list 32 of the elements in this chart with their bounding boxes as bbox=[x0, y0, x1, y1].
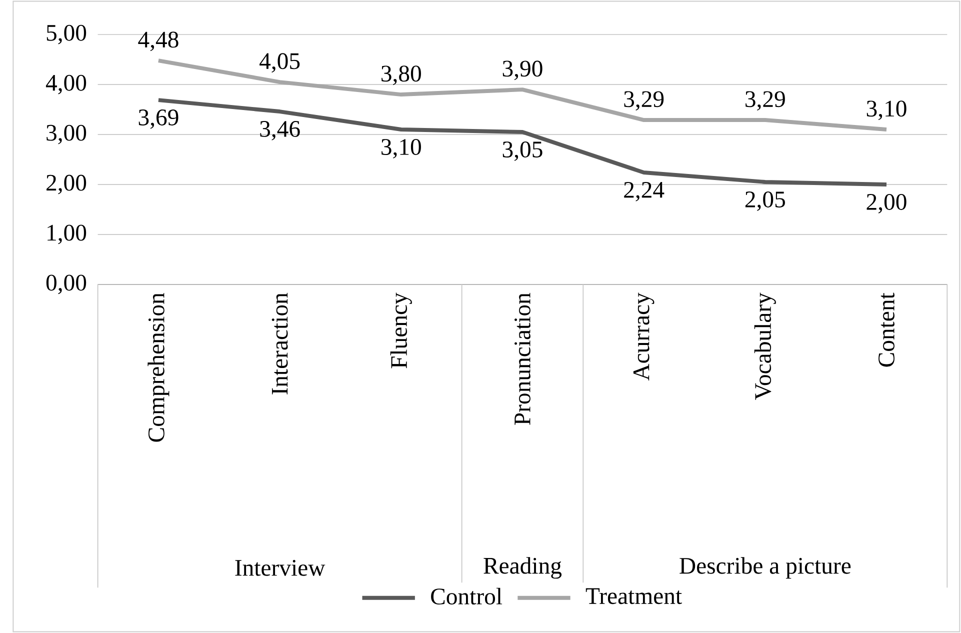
x-tick-label: Interaction bbox=[272, 292, 288, 394]
data-label: 3,69 bbox=[138, 109, 178, 129]
text: Describe a picture bbox=[680, 557, 851, 579]
x-tick-label: Pronunciation bbox=[514, 292, 530, 425]
x-tick-label: Comprehension bbox=[148, 292, 170, 442]
data-label: 3,90 bbox=[502, 60, 542, 80]
y-tick-label: 2,00 bbox=[46, 174, 86, 194]
x-tick-label: Fluency bbox=[390, 292, 412, 368]
data-label: 4,05 bbox=[260, 53, 300, 73]
legend-label: Control bbox=[431, 588, 502, 604]
data-label: 3,29 bbox=[624, 91, 664, 111]
data-label: 2,00 bbox=[866, 194, 906, 214]
data-label: 3,46 bbox=[260, 120, 300, 140]
text: Reading bbox=[484, 557, 562, 579]
data-label: 2,24 bbox=[624, 182, 664, 202]
text: Interview bbox=[235, 560, 326, 576]
data-label: 3,29 bbox=[746, 91, 785, 111]
data-label: 4,48 bbox=[138, 32, 178, 52]
x-tick-label: Vocabulary bbox=[754, 292, 776, 400]
legend-label: Treatment bbox=[586, 588, 682, 604]
y-tick-label: 4,00 bbox=[46, 74, 86, 94]
data-label: 3,05 bbox=[502, 141, 542, 161]
data-label: 3,10 bbox=[866, 100, 906, 120]
data-label: 2,05 bbox=[745, 191, 785, 211]
y-tick-label: 3,00 bbox=[46, 124, 86, 144]
y-tick-label: 1,00 bbox=[48, 224, 86, 244]
x-tick-label: Acurracy bbox=[633, 292, 654, 381]
y-tick-label: 0,00 bbox=[46, 274, 86, 294]
data-label: 3,10 bbox=[382, 138, 421, 158]
y-tick-label: 5,00 bbox=[46, 24, 86, 44]
x-tick-label: Content bbox=[878, 292, 894, 367]
data-label: 3,80 bbox=[382, 66, 421, 86]
